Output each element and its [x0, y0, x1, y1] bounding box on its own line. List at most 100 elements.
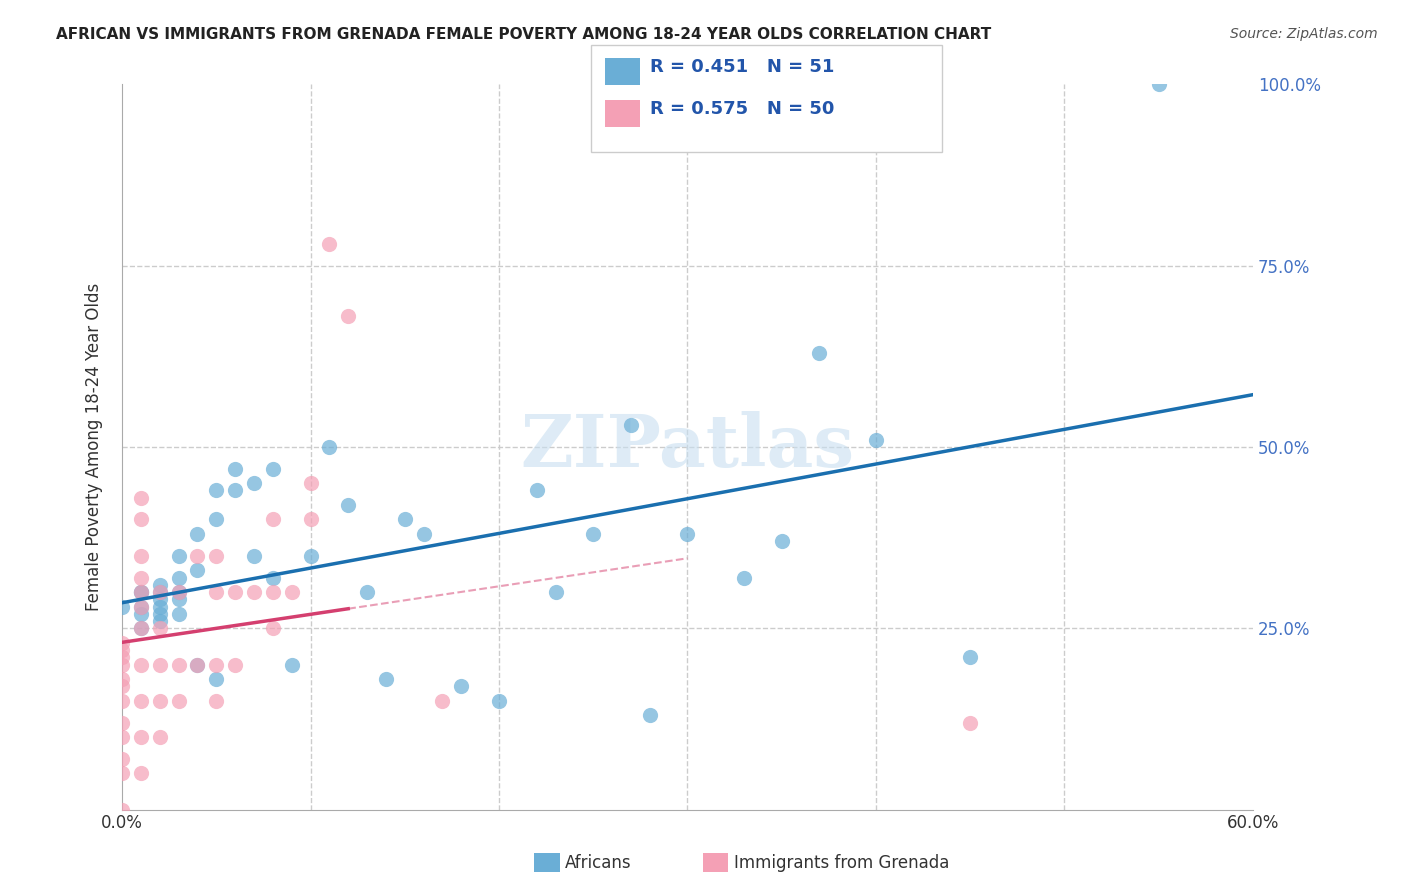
Point	[149, 614, 172, 628]
Point	[149, 585, 172, 599]
Text: R = 0.575   N = 50: R = 0.575 N = 50	[650, 100, 834, 118]
Point	[129, 599, 152, 614]
Point	[544, 585, 567, 599]
Point	[299, 512, 322, 526]
Text: ZIPatlas: ZIPatlas	[520, 411, 855, 483]
Point	[167, 657, 190, 672]
Point	[149, 694, 172, 708]
Point	[186, 549, 208, 563]
Text: R = 0.451   N = 51: R = 0.451 N = 51	[650, 58, 834, 76]
Point	[149, 607, 172, 621]
Point	[676, 527, 699, 541]
Point	[167, 549, 190, 563]
Point	[205, 672, 228, 686]
Point	[129, 694, 152, 708]
Point	[262, 512, 284, 526]
Point	[224, 483, 246, 498]
Point	[205, 694, 228, 708]
Point	[129, 607, 152, 621]
Point	[149, 585, 172, 599]
Point	[224, 657, 246, 672]
Point	[111, 643, 134, 657]
Point	[149, 657, 172, 672]
Point	[129, 570, 152, 584]
Point	[149, 578, 172, 592]
Point	[205, 657, 228, 672]
Point	[488, 694, 510, 708]
Point	[129, 599, 152, 614]
Y-axis label: Female Poverty Among 18-24 Year Olds: Female Poverty Among 18-24 Year Olds	[86, 283, 103, 611]
Point	[111, 679, 134, 693]
Point	[129, 730, 152, 744]
Point	[111, 730, 134, 744]
Text: Source: ZipAtlas.com: Source: ZipAtlas.com	[1230, 27, 1378, 41]
Point	[186, 657, 208, 672]
Point	[129, 585, 152, 599]
Point	[638, 708, 661, 723]
Point	[412, 527, 434, 541]
Point	[129, 585, 152, 599]
Point	[243, 476, 266, 491]
Point	[770, 534, 793, 549]
Point	[337, 310, 360, 324]
Point	[959, 650, 981, 665]
Point	[299, 476, 322, 491]
Point	[299, 549, 322, 563]
Point	[111, 752, 134, 766]
Point	[111, 672, 134, 686]
Point	[129, 491, 152, 505]
Point	[582, 527, 605, 541]
Text: AFRICAN VS IMMIGRANTS FROM GRENADA FEMALE POVERTY AMONG 18-24 YEAR OLDS CORRELAT: AFRICAN VS IMMIGRANTS FROM GRENADA FEMAL…	[56, 27, 991, 42]
Point	[149, 592, 172, 607]
Point	[167, 585, 190, 599]
Point	[111, 599, 134, 614]
Point	[280, 657, 302, 672]
Point	[111, 766, 134, 780]
Point	[318, 236, 340, 251]
Point	[356, 585, 378, 599]
Point	[167, 592, 190, 607]
Point	[959, 715, 981, 730]
Point	[620, 418, 643, 433]
Point	[205, 585, 228, 599]
Point	[374, 672, 396, 686]
Point	[111, 650, 134, 665]
Point	[865, 433, 887, 447]
Point	[167, 607, 190, 621]
Point	[318, 440, 340, 454]
Point	[808, 345, 831, 359]
Point	[450, 679, 472, 693]
Text: Africans: Africans	[565, 854, 631, 871]
Point	[129, 621, 152, 635]
Point	[224, 461, 246, 475]
Point	[205, 512, 228, 526]
Point	[337, 498, 360, 512]
Point	[111, 715, 134, 730]
Point	[262, 570, 284, 584]
Point	[262, 585, 284, 599]
Point	[280, 585, 302, 599]
Point	[394, 512, 416, 526]
Point	[111, 694, 134, 708]
Point	[167, 570, 190, 584]
Point	[224, 585, 246, 599]
Point	[243, 549, 266, 563]
Point	[186, 657, 208, 672]
Point	[149, 621, 172, 635]
Point	[186, 563, 208, 577]
Point	[129, 512, 152, 526]
Point	[129, 585, 152, 599]
Point	[149, 599, 172, 614]
Point	[129, 549, 152, 563]
Point	[262, 621, 284, 635]
Point	[432, 694, 454, 708]
Point	[111, 657, 134, 672]
Point	[1147, 78, 1170, 92]
Point	[186, 527, 208, 541]
Point	[733, 570, 755, 584]
Point	[129, 766, 152, 780]
Point	[129, 657, 152, 672]
Point	[205, 549, 228, 563]
Point	[205, 483, 228, 498]
Point	[149, 730, 172, 744]
